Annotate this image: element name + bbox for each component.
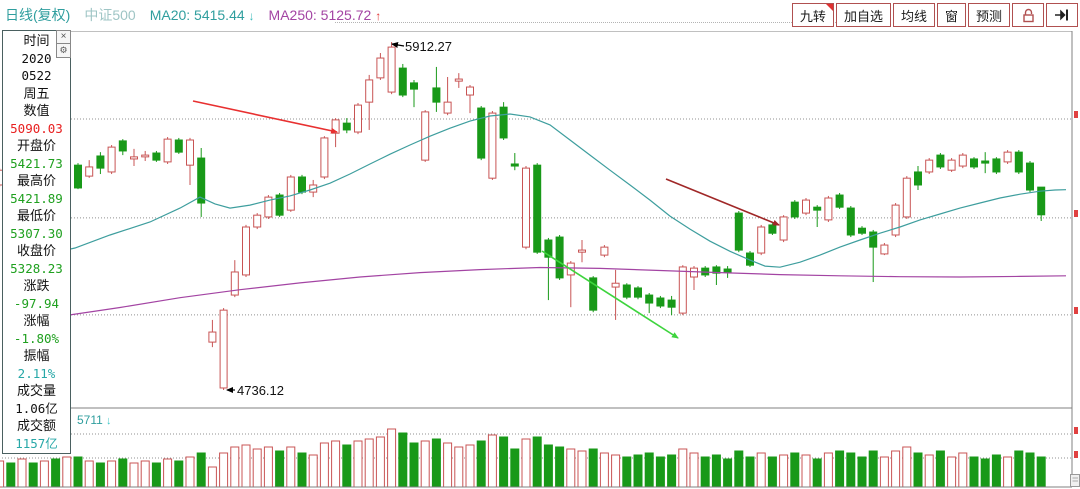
info-item: 2020 [21,50,52,66]
high-price-label: 5912.27 [405,39,452,54]
ma20-value: MA20: 5415.44 [149,7,245,23]
info-item: 1.06亿 [15,400,58,416]
info-item: -1.80% [13,330,60,346]
right-axis-fragments [1074,22,1078,458]
info-item: 收盘价 [16,243,56,259]
chart-title-bar: 日线(复权) 中证500 MA20: 5415.44 ↓ MA250: 5125… [0,0,1080,31]
info-item: -97.94 [13,295,60,311]
info-panel-close-icon[interactable]: × [56,30,71,45]
title-left-group: 日线(复权) 中证500 MA20: 5415.44 ↓ MA250: 5125… [5,5,381,25]
chart-toolbar: 九转 加自选 均线 窗 预测 [791,3,1078,27]
trend-arrows [192,100,780,339]
info-item: 时间 [23,33,50,48]
volume-layer [0,428,1046,488]
symbol-label: 中证500 [84,7,136,23]
info-item: 振幅 [23,348,50,364]
low-price-label: 4736.12 [237,383,284,398]
ma250-value: MA250: 5125.72 [268,7,372,23]
price-labels: 5912.27 4736.12 5711 ↓ [77,39,452,427]
volume-scale-label: 5711 [77,413,103,427]
forecast-button-label: 预测 [975,8,1002,24]
corner-grip-icon [1070,474,1080,487]
info-item: 5421.89 [10,190,63,206]
nine-turn-button[interactable]: 九转 [791,3,834,27]
info-item: 数值 [23,103,50,119]
collapse-panel-button[interactable] [1046,3,1078,27]
info-item: 周五 [23,85,50,101]
info-item: 2.11% [17,365,56,381]
info-item: 成交额 [16,418,56,434]
info-item: 5307.30 [10,225,63,241]
info-item: 1157亿 [15,435,58,451]
ma-lines-button-label: 均线 [900,8,927,24]
info-item: 最低价 [16,208,56,224]
add-watchlist-button[interactable]: 加自选 [835,3,891,27]
ma20-down-arrow-icon: ↓ [248,9,255,23]
green-downtrend-arrow [541,250,679,339]
open-padlock-icon [1022,8,1034,22]
info-item: 成交量 [16,383,56,399]
info-item: 开盘价 [16,138,56,154]
nine-turn-button-label: 九转 [799,8,826,24]
title-dotted-divider [335,22,858,23]
ma20-value-group: MA20: 5415.44 ↓ [150,7,255,23]
red-downtrend-arrow-2 [665,178,780,226]
info-item: 5421.73 [10,155,63,171]
volume-scale-down-arrow-icon: ↓ [106,415,112,427]
arrow-to-bar-icon [1055,9,1068,21]
info-item: 5090.03 [10,120,63,136]
info-panel-gear-icon[interactable]: ⚙ [56,43,71,58]
nine-turn-corner-badge [825,4,833,11]
window-button[interactable]: 窗 [936,3,966,27]
ma250-line [59,266,1067,317]
ma20-line [59,113,1067,268]
info-item: 最高价 [16,173,56,189]
ma-lines-button[interactable]: 均线 [892,3,935,27]
candles-layer [0,41,1046,391]
ma250-value-group: MA250: 5125.72 ↑ [269,7,382,23]
window-button-label: 窗 [944,8,958,24]
info-item: 0522 [21,68,52,84]
add-watchlist-button-label: 加自选 [843,8,883,24]
forecast-button[interactable]: 预测 [967,3,1010,27]
ma250-up-arrow-icon: ↑ [375,9,382,23]
lock-button[interactable] [1012,3,1044,27]
period-label[interactable]: 日线(复权) [5,7,71,23]
red-downtrend-arrow-1 [192,100,338,134]
chart-frame [2,30,1073,488]
info-item: 涨跌 [23,278,50,294]
info-item: 涨幅 [23,313,50,329]
info-item: 5328.23 [10,260,63,276]
info-panel: × ⚙ 时间 2020 0522 周五数值 5090.03 开盘价 5421.73 最高价 54… [2,30,71,454]
